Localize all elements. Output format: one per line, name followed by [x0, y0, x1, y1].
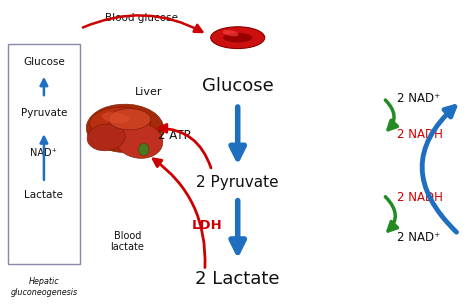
- Ellipse shape: [86, 104, 164, 152]
- Ellipse shape: [102, 112, 129, 123]
- FancyBboxPatch shape: [8, 44, 80, 264]
- Text: NAD⁺: NAD⁺: [30, 148, 57, 157]
- Text: Liver: Liver: [135, 87, 162, 97]
- FancyArrowPatch shape: [153, 159, 205, 267]
- Text: LDH: LDH: [192, 219, 223, 231]
- Ellipse shape: [223, 30, 238, 36]
- Text: 2 NADH: 2 NADH: [397, 128, 443, 141]
- Ellipse shape: [138, 143, 149, 156]
- FancyArrowPatch shape: [385, 197, 398, 231]
- FancyArrowPatch shape: [385, 100, 398, 130]
- Ellipse shape: [87, 124, 125, 151]
- FancyArrowPatch shape: [159, 124, 211, 168]
- Text: 2 NAD⁺: 2 NAD⁺: [397, 231, 441, 244]
- Text: Hepatic
gluconeogenesis: Hepatic gluconeogenesis: [10, 277, 77, 297]
- Ellipse shape: [211, 27, 264, 48]
- Text: 2 NADH: 2 NADH: [397, 191, 443, 204]
- Text: Glucose: Glucose: [23, 57, 65, 67]
- Text: 2 ATP: 2 ATP: [158, 129, 191, 142]
- Ellipse shape: [90, 107, 151, 138]
- Ellipse shape: [115, 123, 163, 158]
- Text: 2 Lactate: 2 Lactate: [195, 271, 280, 289]
- Ellipse shape: [223, 33, 252, 42]
- Text: Pyruvate: Pyruvate: [21, 108, 67, 118]
- Text: Blood
lactate: Blood lactate: [110, 231, 144, 253]
- Text: Lactate: Lactate: [25, 190, 64, 200]
- Text: Blood glucose: Blood glucose: [105, 13, 178, 23]
- Ellipse shape: [109, 109, 151, 130]
- Text: 2 Pyruvate: 2 Pyruvate: [196, 175, 279, 190]
- Text: 2 NAD⁺: 2 NAD⁺: [397, 92, 441, 105]
- FancyArrowPatch shape: [83, 15, 202, 32]
- FancyArrowPatch shape: [422, 107, 456, 232]
- Text: Glucose: Glucose: [202, 77, 273, 95]
